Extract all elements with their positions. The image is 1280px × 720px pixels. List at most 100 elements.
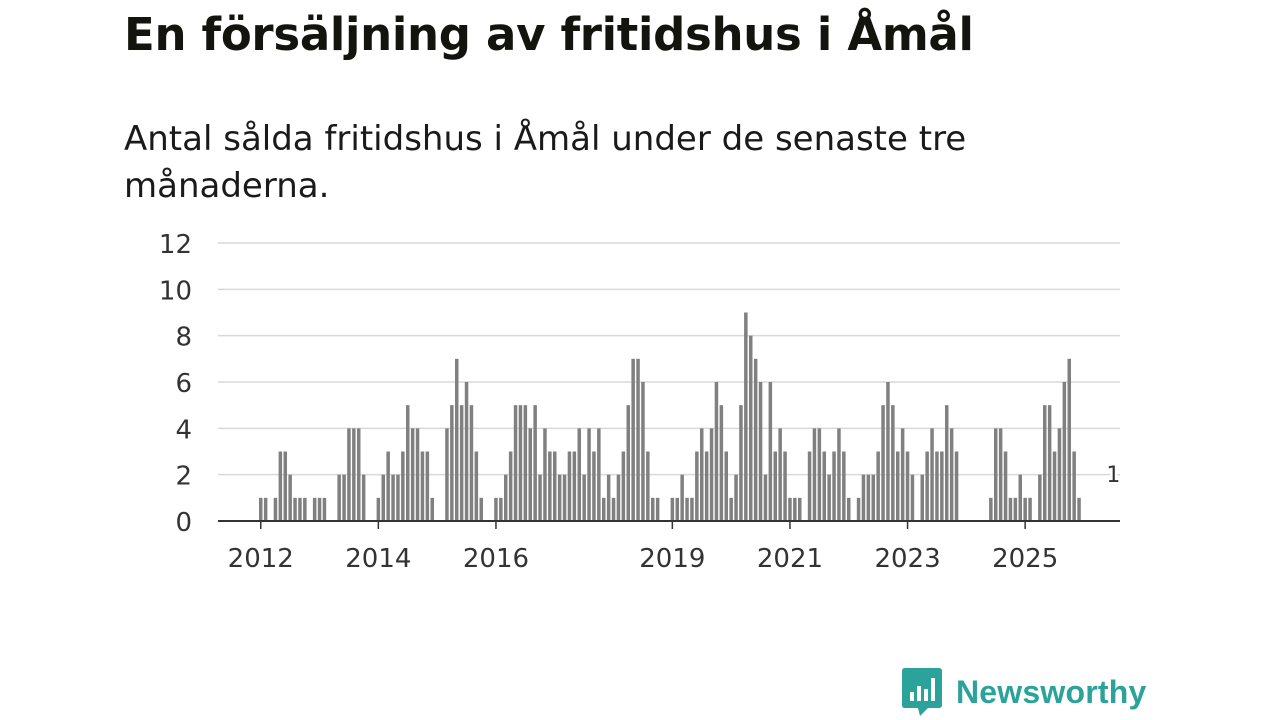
brand-name: Newsworthy <box>956 673 1147 710</box>
bar <box>749 335 753 521</box>
x-tick-label: 2021 <box>757 544 823 574</box>
bar <box>1038 474 1042 521</box>
bar <box>670 497 675 521</box>
bar <box>410 428 415 521</box>
bar <box>543 428 547 521</box>
bar <box>322 497 327 521</box>
x-axis <box>218 520 1120 529</box>
bar <box>386 451 390 521</box>
bar <box>455 358 459 521</box>
bar <box>1043 405 1047 521</box>
bar <box>298 497 302 521</box>
bar <box>1052 451 1057 521</box>
bar <box>945 405 949 521</box>
bar <box>337 474 341 521</box>
bar <box>342 474 346 521</box>
bar <box>744 312 748 521</box>
bar <box>582 474 586 521</box>
bar <box>925 451 929 521</box>
x-tick-label: 2023 <box>874 544 940 574</box>
bar <box>259 497 263 521</box>
bar <box>273 497 278 521</box>
bar <box>896 451 900 521</box>
y-tick-label: 6 <box>175 369 192 399</box>
bar <box>876 451 880 521</box>
bar <box>1028 497 1032 521</box>
bar <box>401 451 405 521</box>
bar <box>807 451 812 521</box>
bar <box>621 451 626 521</box>
bar <box>724 451 728 521</box>
bar <box>1077 497 1081 521</box>
bar <box>602 497 606 521</box>
bar <box>415 428 420 521</box>
bar <box>641 382 645 521</box>
bar <box>391 474 395 521</box>
bar <box>827 474 831 521</box>
bar <box>719 405 724 521</box>
bar <box>758 382 763 521</box>
bar <box>587 428 591 521</box>
bar <box>631 358 635 521</box>
bar <box>347 428 351 521</box>
bar <box>430 497 434 521</box>
bars <box>259 312 1081 521</box>
bar <box>866 474 871 521</box>
x-tick-label: 2025 <box>992 544 1058 574</box>
x-tick-label: 2012 <box>228 544 294 574</box>
bar <box>1003 451 1008 521</box>
bar <box>905 451 910 521</box>
bar <box>704 451 709 521</box>
bar <box>1018 474 1022 521</box>
y-tick-label: 12 <box>159 230 192 260</box>
bar <box>376 497 381 521</box>
bar <box>464 382 469 521</box>
bar <box>474 451 479 521</box>
annotations: 1 <box>1104 460 1123 490</box>
bar <box>636 358 640 521</box>
bar <box>479 497 483 521</box>
bar <box>690 497 694 521</box>
bar <box>871 474 875 521</box>
bar <box>425 451 430 521</box>
y-tick-label: 0 <box>175 508 192 538</box>
bar <box>592 451 596 521</box>
bar <box>616 474 621 521</box>
y-axis-labels: 0 2 4 6 8 10 12 <box>159 230 192 538</box>
bar <box>283 451 287 521</box>
bar <box>837 428 841 521</box>
bar <box>881 405 885 521</box>
bar <box>357 428 361 521</box>
bar-chart: 0 2 4 6 8 10 12 2012 2014 2016 2019 2021 2023 2025 1 <box>158 230 1123 574</box>
bar <box>523 405 528 521</box>
bar <box>989 497 993 521</box>
bar <box>680 474 684 521</box>
bar <box>528 428 532 521</box>
bar <box>994 428 998 521</box>
bar <box>812 428 817 521</box>
highlight-value-label: 1 <box>1106 463 1120 488</box>
bar <box>1072 451 1076 521</box>
bar <box>822 451 826 521</box>
brand-logo: Newsworthy <box>902 668 1146 716</box>
bar <box>842 451 846 521</box>
bar <box>420 451 425 521</box>
bar <box>1062 382 1067 521</box>
bar <box>998 428 1003 521</box>
bar <box>553 451 557 521</box>
bar <box>352 428 356 521</box>
bar <box>361 474 366 521</box>
bar <box>798 497 802 521</box>
bar <box>891 405 895 521</box>
bar <box>1008 497 1013 521</box>
bar <box>1067 358 1071 521</box>
bar <box>773 451 777 521</box>
bar <box>548 451 552 521</box>
bar <box>278 451 283 521</box>
x-tick-label: 2016 <box>463 544 529 574</box>
bar <box>768 382 773 521</box>
bar <box>886 382 890 521</box>
bar <box>557 474 562 521</box>
bar <box>817 428 822 521</box>
x-tick-label: 2014 <box>345 544 411 574</box>
